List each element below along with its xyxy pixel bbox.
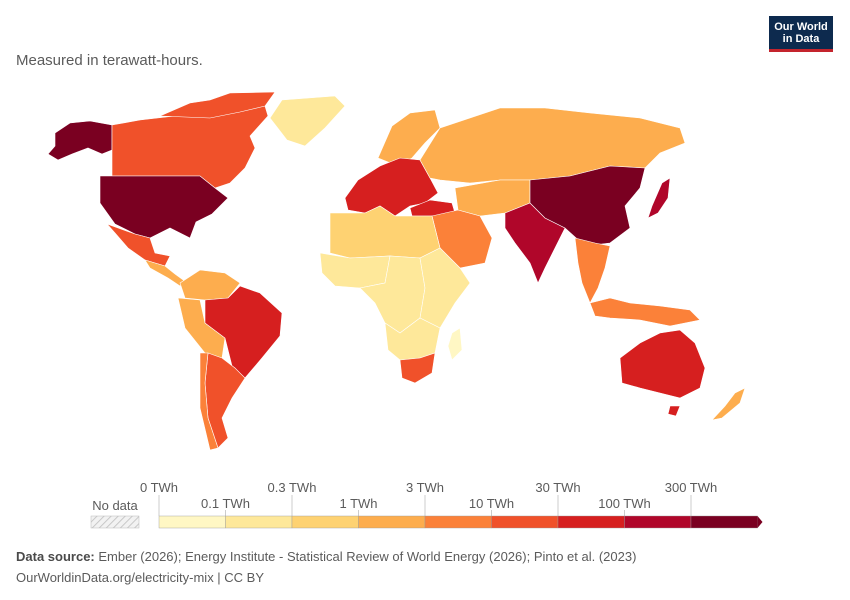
legend-tick-label-5: 10 TWh <box>469 496 514 511</box>
region-mexico[interactable] <box>106 223 171 267</box>
region-east-africa[interactable] <box>419 247 471 329</box>
legend-bins: 0 TWh 0.1 TWh 0.3 TWh 1 TWh 3 TWh 10 TWh 30 TW… <box>140 480 763 529</box>
owid-logo[interactable]: Our World in Data <box>769 16 833 52</box>
no-data-swatch[interactable] <box>90 515 140 529</box>
region-brazil[interactable] <box>204 285 283 379</box>
region-chile[interactable] <box>199 352 219 451</box>
legend-bin-6[interactable] <box>557 515 625 529</box>
region-peru-bolivia[interactable] <box>177 297 226 359</box>
region-madagascar[interactable] <box>447 327 463 361</box>
map-legend: No data 0 TWh 0.1 TWh 0.3 TWh 1 TWh 3 TWh 10 … <box>90 480 763 529</box>
legend-tick-label-4: 3 TWh <box>406 480 444 495</box>
legend-bin-7[interactable] <box>624 515 692 529</box>
legend-bin-1[interactable] <box>225 515 293 529</box>
legend-bin-2[interactable] <box>291 515 359 529</box>
legend-tick-label-8: 300 TWh <box>665 480 718 495</box>
data-source: Data source: Ember (2026); Energy Instit… <box>16 549 636 564</box>
region-tasmania[interactable] <box>667 405 681 417</box>
region-indonesia[interactable] <box>589 297 701 327</box>
data-source-label: Data source: <box>16 549 95 564</box>
source-url[interactable]: OurWorldinData.org/electricity-mix | CC … <box>16 570 265 585</box>
chart-subtitle: Measured in terawatt-hours. <box>16 52 203 69</box>
region-alaska[interactable] <box>47 120 113 161</box>
logo-line-1: Our World <box>774 21 828 33</box>
legend-tick-label-1: 0.1 TWh <box>201 496 250 511</box>
legend-bin-5[interactable] <box>491 515 559 529</box>
legend-arrow <box>757 516 763 528</box>
legend-tick-label-0: 0 TWh <box>140 480 178 495</box>
region-australia[interactable] <box>619 329 706 399</box>
region-russia[interactable] <box>419 107 686 184</box>
legend-bin-4[interactable] <box>424 515 492 529</box>
region-greenland[interactable] <box>269 95 346 147</box>
region-colombia-venezuela[interactable] <box>179 269 241 301</box>
data-source-text: Ember (2026); Energy Institute - Statist… <box>98 549 637 564</box>
legend-tick-label-3: 1 TWh <box>339 496 377 511</box>
legend-bin-8[interactable] <box>690 515 758 529</box>
legend-tick-label-2: 0.3 TWh <box>268 480 317 495</box>
region-west-africa[interactable] <box>319 252 391 289</box>
legend-bin-3[interactable] <box>358 515 426 529</box>
legend-bin-0[interactable] <box>158 515 226 529</box>
world-map <box>47 91 746 451</box>
logo-line-2: in Data <box>782 33 820 45</box>
region-southeast-asia[interactable] <box>574 237 611 304</box>
region-new-zealand[interactable] <box>711 387 746 421</box>
legend-tick-label-7: 100 TWh <box>598 496 651 511</box>
region-japan[interactable] <box>647 177 671 219</box>
region-usa[interactable] <box>99 175 229 239</box>
legend-tick-label-6: 30 TWh <box>535 480 580 495</box>
no-data-swatch-group: No data <box>90 498 140 529</box>
region-china[interactable] <box>529 165 646 247</box>
no-data-label: No data <box>92 498 138 513</box>
region-canada-arctic[interactable] <box>159 91 276 119</box>
region-south-africa[interactable] <box>399 352 436 384</box>
